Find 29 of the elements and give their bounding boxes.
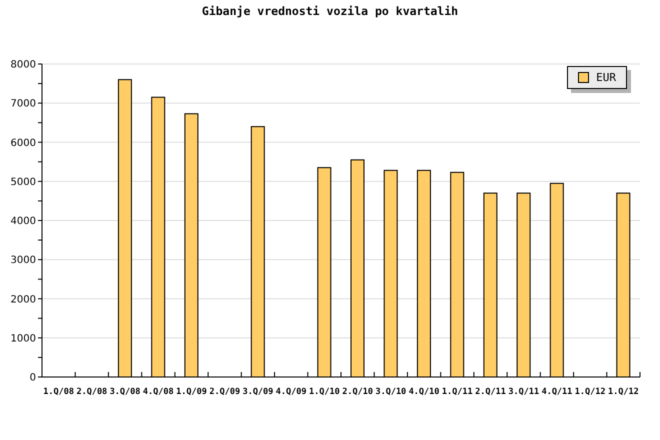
y-tick-label: 0 [30,372,36,384]
y-tick-label: 3000 [10,255,36,266]
x-tick-label: 4.Q/09 [276,387,307,397]
x-tick-label: 1.Q/10 [309,387,340,397]
x-tick-label: 2.Q/10 [342,387,373,397]
y-tick-label: 8000 [10,60,36,71]
x-tick-label: 1.Q/12 [574,387,606,397]
x-tick-label: 4.Q/08 [142,387,174,397]
chart-title: Gibanje vrednosti vozila po kvartalih [200,4,460,18]
x-tick-label: 3.Q/09 [242,387,274,397]
x-tick-label: 3.Q/10 [375,387,406,397]
x-tick-label: 2.Q/08 [76,387,108,397]
y-tick-label: 6000 [10,138,36,149]
x-tick-label: 4.Q/11 [542,387,572,397]
y-tick-label: 7000 [10,98,36,110]
y-tick-label: 2000 [10,294,36,306]
x-tick-label: 2.Q/11 [475,387,506,397]
x-tick-label: 1.Q/08 [43,387,74,397]
x-tick-label: 4.Q/10 [408,387,440,397]
x-tick-label: 1.Q/11 [442,387,473,397]
y-tick-label: 1000 [10,333,36,344]
y-tick-label: 5000 [10,176,36,188]
x-tick-label: 3.Q/08 [110,387,140,397]
x-tick-label: 1.Q/09 [176,387,207,397]
legend-label: EUR [596,71,616,84]
x-tick-label: 3.Q/11 [508,387,540,397]
x-tick-label: 1.Q/12 [608,387,639,397]
x-tick-label: 2.Q/09 [209,387,240,397]
y-tick-label: 4000 [10,216,36,228]
